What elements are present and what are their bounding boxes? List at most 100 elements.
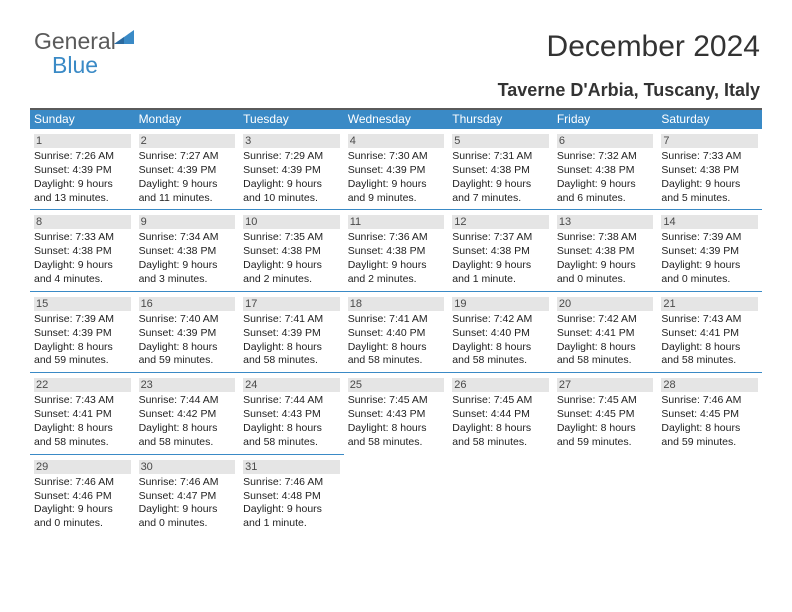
day-info: Sunrise: 7:40 AMSunset: 4:39 PMDaylight:… (139, 313, 236, 368)
day-info: Sunrise: 7:46 AMSunset: 4:46 PMDaylight:… (34, 476, 131, 531)
day-info: Sunrise: 7:45 AMSunset: 4:43 PMDaylight:… (348, 394, 445, 449)
day-info: Sunrise: 7:45 AMSunset: 4:45 PMDaylight:… (557, 394, 654, 449)
day-number: 12 (452, 215, 549, 229)
day-info: Sunrise: 7:43 AMSunset: 4:41 PMDaylight:… (34, 394, 131, 449)
day-number: 6 (557, 134, 654, 148)
day-info: Sunrise: 7:44 AMSunset: 4:43 PMDaylight:… (243, 394, 340, 449)
calendar-day: 9Sunrise: 7:34 AMSunset: 4:38 PMDaylight… (135, 209, 240, 290)
day-number: 15 (34, 297, 131, 311)
calendar-day: 11Sunrise: 7:36 AMSunset: 4:38 PMDayligh… (344, 209, 449, 290)
calendar-day: 25 Sunrise: 7:45 AMSunset: 4:43 PMDayligh… (344, 372, 449, 453)
day-info: Sunrise: 7:39 AMSunset: 4:39 PMDaylight:… (661, 231, 758, 286)
day-number: 16 (139, 297, 236, 311)
day-info: Sunrise: 7:33 AMSunset: 4:38 PMDaylight:… (661, 150, 758, 205)
calendar-day: 20 Sunrise: 7:42 AMSunset: 4:41 PMDayligh… (553, 291, 658, 372)
calendar-day: 22 Sunrise: 7:43 AMSunset: 4:41 PMDayligh… (30, 372, 135, 453)
weekday-header: Sunday (30, 110, 135, 128)
day-number: 24 (243, 378, 340, 392)
calendar-day: 17 Sunrise: 7:41 AMSunset: 4:39 PMDayligh… (239, 291, 344, 372)
calendar-day: 14 Sunrise: 7:39 AMSunset: 4:39 PMDayligh… (657, 209, 762, 290)
calendar-day: 31Sunrise: 7:46 AMSunset: 4:48 PMDayligh… (239, 454, 344, 535)
day-number: 21 (661, 297, 758, 311)
day-number: 25 (348, 378, 445, 392)
calendar-day: 29 Sunrise: 7:46 AMSunset: 4:46 PMDayligh… (30, 454, 135, 535)
day-info: Sunrise: 7:33 AMSunset: 4:38 PMDaylight:… (34, 231, 131, 286)
day-number: 10 (243, 215, 340, 229)
day-info: Sunrise: 7:27 AMSunset: 4:39 PMDaylight:… (139, 150, 236, 205)
calendar-day: 19Sunrise: 7:42 AMSunset: 4:40 PMDayligh… (448, 291, 553, 372)
weekday-header: Wednesday (344, 110, 449, 128)
calendar-day: 7 Sunrise: 7:33 AMSunset: 4:38 PMDaylight… (657, 128, 762, 209)
calendar-day: 1 Sunrise: 7:26 AMSunset: 4:39 PMDaylight… (30, 128, 135, 209)
day-info: Sunrise: 7:31 AMSunset: 4:38 PMDaylight:… (452, 150, 549, 205)
day-info: Sunrise: 7:46 AMSunset: 4:47 PMDaylight:… (139, 476, 236, 531)
day-number: 26 (452, 378, 549, 392)
day-info: Sunrise: 7:32 AMSunset: 4:38 PMDaylight:… (557, 150, 654, 205)
day-number: 23 (139, 378, 236, 392)
calendar-day: 4 Sunrise: 7:30 AMSunset: 4:39 PMDaylight… (344, 128, 449, 209)
day-number: 22 (34, 378, 131, 392)
day-info: Sunrise: 7:39 AMSunset: 4:39 PMDaylight:… (34, 313, 131, 368)
calendar-day: 18Sunrise: 7:41 AMSunset: 4:40 PMDayligh… (344, 291, 449, 372)
weekday-header: Saturday (657, 110, 762, 128)
day-number: 14 (661, 215, 758, 229)
day-info: Sunrise: 7:46 AMSunset: 4:48 PMDaylight:… (243, 476, 340, 531)
calendar-day: 28 Sunrise: 7:46 AMSunset: 4:45 PMDayligh… (657, 372, 762, 453)
day-number: 8 (34, 215, 131, 229)
day-info: Sunrise: 7:38 AMSunset: 4:38 PMDaylight:… (557, 231, 654, 286)
day-number: 30 (139, 460, 236, 474)
day-info: Sunrise: 7:42 AMSunset: 4:40 PMDaylight:… (452, 313, 549, 368)
day-info: Sunrise: 7:26 AMSunset: 4:39 PMDaylight:… (34, 150, 131, 205)
calendar-empty (657, 454, 762, 535)
calendar-empty (553, 454, 658, 535)
calendar-day: 26 Sunrise: 7:45 AMSunset: 4:44 PMDayligh… (448, 372, 553, 453)
calendar-day: 15 Sunrise: 7:39 AMSunset: 4:39 PMDayligh… (30, 291, 135, 372)
day-number: 5 (452, 134, 549, 148)
day-number: 1 (34, 134, 131, 148)
calendar-day: 6 Sunrise: 7:32 AMSunset: 4:38 PMDaylight… (553, 128, 658, 209)
page-title: December 2024 (547, 30, 760, 64)
day-info: Sunrise: 7:42 AMSunset: 4:41 PMDaylight:… (557, 313, 654, 368)
day-number: 3 (243, 134, 340, 148)
day-number: 11 (348, 215, 445, 229)
calendar-day: 21 Sunrise: 7:43 AMSunset: 4:41 PMDayligh… (657, 291, 762, 372)
calendar-day: 5 Sunrise: 7:31 AMSunset: 4:38 PMDaylight… (448, 128, 553, 209)
calendar-empty (344, 454, 449, 535)
day-number: 13 (557, 215, 654, 229)
weekday-header: Tuesday (239, 110, 344, 128)
calendar-day: 8 Sunrise: 7:33 AMSunset: 4:38 PMDaylight… (30, 209, 135, 290)
day-number: 18 (348, 297, 445, 311)
calendar-day: 27Sunrise: 7:45 AMSunset: 4:45 PMDayligh… (553, 372, 658, 453)
calendar-grid: SundayMondayTuesdayWednesdayThursdayFrid… (30, 108, 762, 535)
day-info: Sunrise: 7:30 AMSunset: 4:39 PMDaylight:… (348, 150, 445, 205)
day-number: 7 (661, 134, 758, 148)
location-subtitle: Taverne D'Arbia, Tuscany, Italy (498, 80, 760, 101)
weekday-header: Friday (553, 110, 658, 128)
calendar-day: 30 Sunrise: 7:46 AMSunset: 4:47 PMDayligh… (135, 454, 240, 535)
calendar-day: 12Sunrise: 7:37 AMSunset: 4:38 PMDayligh… (448, 209, 553, 290)
logo: General (34, 28, 116, 55)
day-number: 17 (243, 297, 340, 311)
weekday-header: Thursday (448, 110, 553, 128)
calendar-day: 13 Sunrise: 7:38 AMSunset: 4:38 PMDayligh… (553, 209, 658, 290)
day-number: 28 (661, 378, 758, 392)
calendar-empty (448, 454, 553, 535)
day-number: 4 (348, 134, 445, 148)
day-info: Sunrise: 7:43 AMSunset: 4:41 PMDaylight:… (661, 313, 758, 368)
calendar-day: 23 Sunrise: 7:44 AMSunset: 4:42 PMDayligh… (135, 372, 240, 453)
day-number: 2 (139, 134, 236, 148)
day-info: Sunrise: 7:34 AMSunset: 4:38 PMDaylight:… (139, 231, 236, 286)
weekday-header: Monday (135, 110, 240, 128)
calendar-day: 10 Sunrise: 7:35 AMSunset: 4:38 PMDayligh… (239, 209, 344, 290)
calendar-day: 24 Sunrise: 7:44 AMSunset: 4:43 PMDayligh… (239, 372, 344, 453)
logo-word-1: General (34, 28, 116, 55)
day-info: Sunrise: 7:46 AMSunset: 4:45 PMDaylight:… (661, 394, 758, 449)
day-info: Sunrise: 7:35 AMSunset: 4:38 PMDaylight:… (243, 231, 340, 286)
logo-triangle-icon (114, 30, 134, 44)
day-number: 29 (34, 460, 131, 474)
day-info: Sunrise: 7:44 AMSunset: 4:42 PMDaylight:… (139, 394, 236, 449)
day-number: 20 (557, 297, 654, 311)
calendar-day: 3Sunrise: 7:29 AMSunset: 4:39 PMDaylight… (239, 128, 344, 209)
day-info: Sunrise: 7:41 AMSunset: 4:39 PMDaylight:… (243, 313, 340, 368)
day-info: Sunrise: 7:45 AMSunset: 4:44 PMDaylight:… (452, 394, 549, 449)
